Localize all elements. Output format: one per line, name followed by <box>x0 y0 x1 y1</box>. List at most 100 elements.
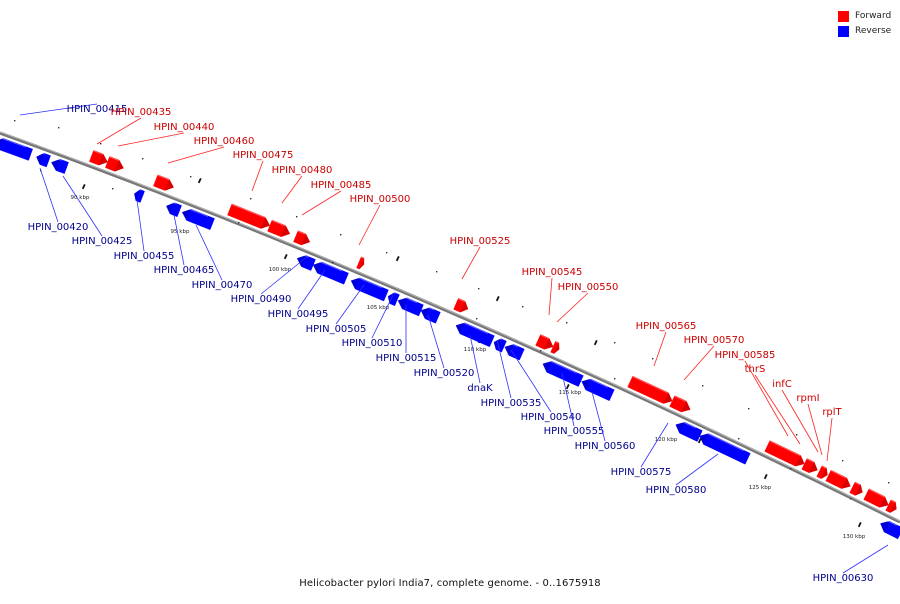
gene-label: HPIN_00420 <box>28 222 89 233</box>
backbone-dot <box>58 127 60 129</box>
reverse-swatch <box>838 25 849 37</box>
backbone-tick <box>857 522 862 528</box>
gene-arrow-highlight <box>632 376 669 394</box>
gene-arrow-highlight <box>297 230 306 235</box>
backbone-dot <box>100 143 102 145</box>
gene-arrow-body <box>627 375 673 404</box>
legend-label-forward: Forward <box>855 11 892 21</box>
leader-line <box>653 331 667 367</box>
leader-line <box>297 269 326 310</box>
gene-hpin_00560 <box>581 376 615 401</box>
gene-label: HPIN_00510 <box>342 338 403 349</box>
gene-arrow-head-shade <box>260 217 270 229</box>
gene-arrow-head-shade <box>166 202 175 214</box>
legend-item-reverse: Reverse <box>838 24 900 38</box>
leader-line <box>561 372 575 427</box>
backbone-dot <box>748 408 750 410</box>
gene-hpin_00420 <box>36 151 51 168</box>
gene-extra <box>863 488 889 508</box>
leader-line <box>469 334 481 384</box>
gene-hpin_00485 <box>293 230 311 246</box>
gene-label: HPIN_00415 <box>67 104 128 115</box>
backbone-dot <box>386 252 388 254</box>
forward-swatch <box>838 10 849 22</box>
gene-arrow-head-shade <box>134 189 141 201</box>
gene-arrow-head-shade <box>313 262 322 274</box>
gene-arrow-body <box>699 433 751 465</box>
gene-arrow-body <box>350 277 389 302</box>
leader-line <box>683 345 715 381</box>
gene-label: HPIN_00575 <box>611 467 672 478</box>
leader-line <box>117 132 185 147</box>
gene-arrow-body <box>550 340 560 354</box>
gene-hpin_00540 <box>504 341 525 361</box>
gene-arrow-head-shade <box>663 392 673 404</box>
leader-line <box>548 277 553 316</box>
gene-arrow-highlight <box>390 290 396 294</box>
scale-tick-label: 105 kbp <box>367 305 390 311</box>
gene-label: HPIN_00505 <box>306 324 367 335</box>
gene-arrow-highlight <box>882 518 897 526</box>
scale-tick-label: 100 kbp <box>269 267 292 273</box>
gene-label: HPIN_00630 <box>813 573 874 584</box>
backbone-dot <box>478 288 480 290</box>
leader-line <box>96 117 142 145</box>
gene-arrow-head-shade <box>114 160 124 172</box>
gene-label: HPIN_00570 <box>684 335 745 346</box>
gene-label: HPIN_00555 <box>544 426 605 437</box>
gene-arrow-body <box>885 499 897 513</box>
backbone-dot <box>614 342 616 344</box>
leader-line <box>496 339 512 399</box>
gene-label: infC <box>772 379 792 390</box>
gene-arrow-highlight <box>168 200 176 205</box>
leader-line <box>842 544 889 574</box>
backbone-dot <box>238 222 240 224</box>
gene-label: HPIN_00500 <box>350 194 411 205</box>
backbone-tick <box>593 340 598 346</box>
gene-label: thrS <box>745 364 766 375</box>
gene-thrs <box>801 458 818 473</box>
gene-rplt <box>849 481 863 496</box>
leader-line <box>251 160 264 192</box>
gene-arrow-head-shade <box>36 153 44 165</box>
leader-line <box>461 246 481 280</box>
gene-arrow-body <box>312 261 349 285</box>
backbone-dot <box>142 158 144 160</box>
backbone-dot <box>190 176 192 178</box>
gene-arrow-head-shade <box>542 361 552 373</box>
leader-line <box>640 422 669 468</box>
gene-arrow-head-shade <box>821 467 828 479</box>
backbone-dot <box>340 234 342 236</box>
gene-hpin_00440 <box>105 156 124 172</box>
gene-hpin_00565 <box>627 375 673 404</box>
gene-arrow-highlight <box>271 220 286 227</box>
gene-arrow-head-shade <box>98 153 108 166</box>
gene-arrow-highlight <box>830 470 847 479</box>
leader-line <box>510 349 552 413</box>
gene-arrow-highlight <box>93 150 104 155</box>
gene-arrow-head-shade <box>880 521 890 533</box>
gene-label: HPIN_00455 <box>114 251 175 262</box>
gene-arrow-head-shade <box>699 433 709 445</box>
gene-label: HPIN_00480 <box>272 165 333 176</box>
gene-arrow-head-shade <box>681 401 691 412</box>
backbone-dot <box>476 318 478 320</box>
scale-tick-label: 115 kbp <box>559 390 582 396</box>
scale-tick-label: 90 kbp <box>71 195 90 201</box>
gene-arrow-highlight <box>544 358 577 374</box>
gene-arrow-highlight <box>701 430 744 452</box>
gene-arrow-highlight <box>0 136 27 148</box>
gene-hpin_00535 <box>493 336 507 353</box>
gene-arrow-highlight <box>422 304 434 311</box>
gene-arrow-highlight <box>53 156 63 161</box>
genome-backbone <box>0 131 900 524</box>
gene-arrow-body <box>182 209 215 230</box>
gene-label: dnaK <box>467 383 493 394</box>
gene-arrow-head-shade <box>675 422 685 434</box>
gene-arrow-highlight <box>821 465 827 469</box>
gene-arrow-highlight <box>868 488 885 498</box>
gene-arrow-head-shade <box>51 159 61 171</box>
gene-arrow-highlight <box>353 275 382 289</box>
gene-label: HPIN_00525 <box>450 236 511 247</box>
gene-label: HPIN_00435 <box>111 107 172 118</box>
